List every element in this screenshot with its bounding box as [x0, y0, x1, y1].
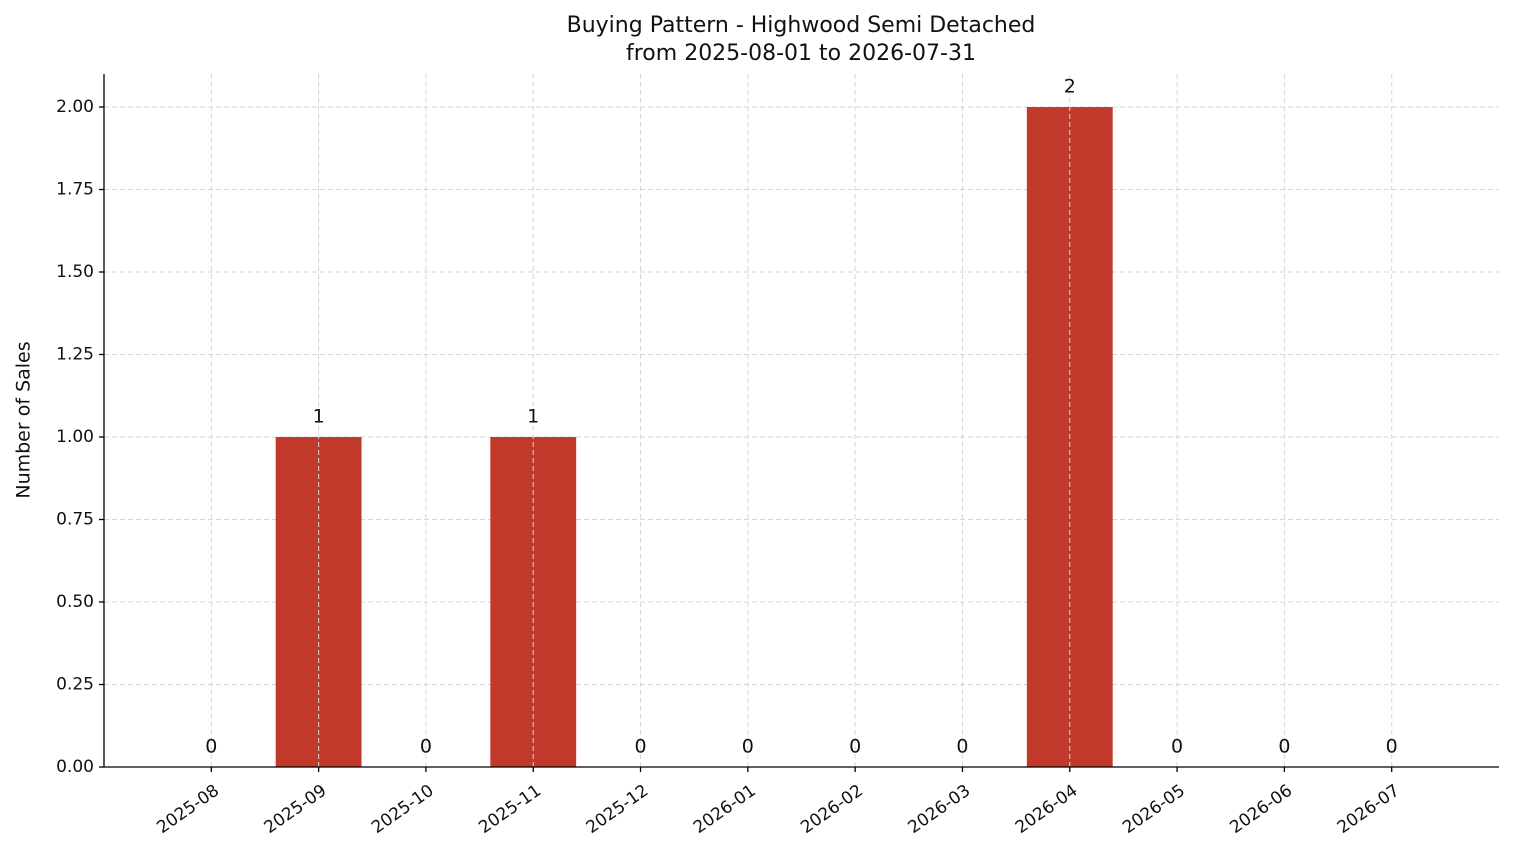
chart-title: Buying Pattern - Highwood Semi Detached: [567, 13, 1036, 38]
x-tick-label: 2025-10: [368, 781, 438, 838]
data-label: 1: [313, 406, 325, 428]
x-tick-label: 2026-01: [690, 781, 760, 838]
y-tick-label: 0.75: [56, 510, 94, 530]
data-label: 0: [420, 736, 432, 758]
data-label: 0: [634, 736, 646, 758]
y-tick-label: 2.00: [56, 97, 94, 117]
x-tick-label: 2026-07: [1334, 781, 1404, 838]
x-tick-label: 2026-06: [1226, 781, 1296, 838]
x-tick-label: 2026-02: [797, 781, 867, 838]
x-tick-label: 2026-03: [905, 781, 975, 838]
data-label: 0: [1278, 736, 1290, 758]
y-tick-label: 1.25: [56, 345, 94, 365]
data-label: 0: [205, 736, 217, 758]
y-tick-label: 0.50: [56, 592, 94, 612]
x-tick-label: 2025-11: [475, 781, 545, 838]
x-tick-label: 2026-04: [1012, 781, 1082, 838]
data-label: 0: [1171, 736, 1183, 758]
data-label: 2: [1064, 76, 1076, 98]
x-tick-label: 2025-08: [153, 781, 223, 838]
data-label: 0: [849, 736, 861, 758]
data-label: 0: [1386, 736, 1398, 758]
y-tick-label: 1.75: [56, 180, 94, 200]
chart-subtitle: from 2025-08-01 to 2026-07-31: [626, 41, 976, 66]
y-tick-label: 1.50: [56, 262, 94, 282]
x-tick-label: 2026-05: [1119, 781, 1189, 838]
data-label: 1: [527, 406, 539, 428]
x-tick-label: 2025-12: [583, 781, 653, 838]
x-tick-label: 2025-09: [261, 781, 331, 838]
y-tick-label: 0.00: [56, 757, 94, 777]
data-label: 0: [742, 736, 754, 758]
y-axis-label: Number of Sales: [13, 341, 35, 498]
data-label: 0: [956, 736, 968, 758]
y-tick-label: 0.25: [56, 675, 94, 695]
y-tick-label: 1.00: [56, 427, 94, 447]
